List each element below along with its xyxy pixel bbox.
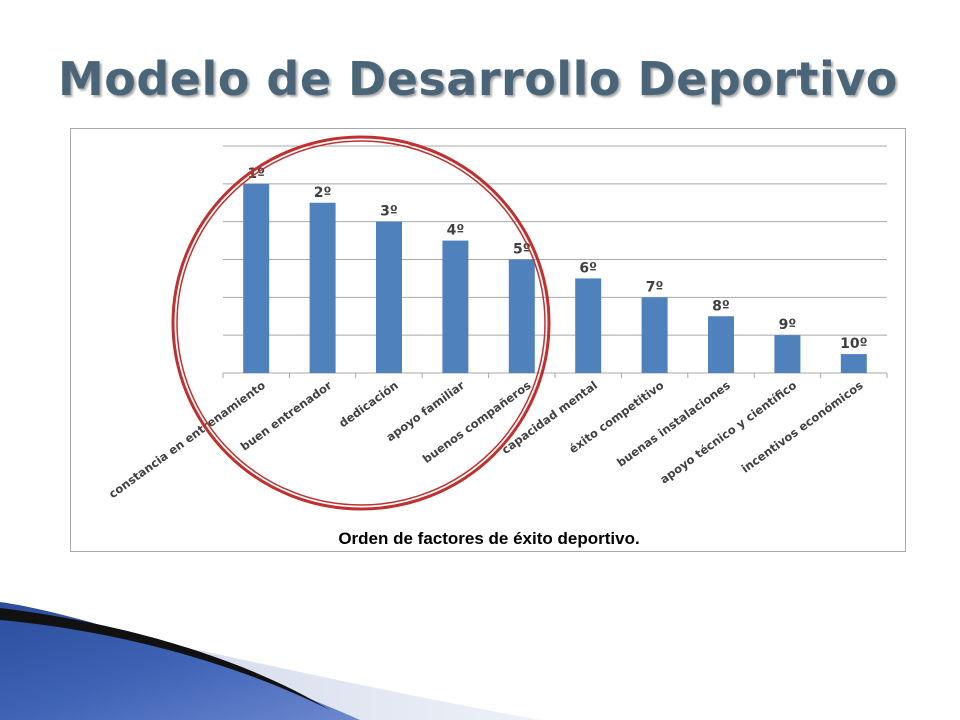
data-label: 4º: [447, 223, 465, 239]
data-label: 8º: [712, 298, 730, 314]
bar: [508, 259, 535, 373]
category-label: incentivos económicos: [739, 378, 866, 476]
category-label: dedicación: [336, 378, 401, 430]
deco-dark-stroke: [0, 608, 330, 710]
bottom-decoration: [0, 602, 540, 720]
data-label: 7º: [646, 279, 664, 295]
data-label: 9º: [779, 317, 797, 333]
data-label: 2º: [314, 185, 332, 201]
category-label: buenos compañeros: [420, 378, 534, 466]
bar: [774, 335, 801, 373]
highlight-circle: [171, 135, 551, 511]
data-label: 3º: [380, 204, 398, 220]
highlight-ring: [171, 135, 551, 511]
bar: [840, 354, 867, 373]
bar: [442, 240, 469, 373]
category-label: buenas instalaciones: [614, 378, 733, 470]
bar: [376, 221, 402, 373]
category-label: apoyo técnico y científico: [657, 378, 799, 486]
data-label: 10º: [840, 336, 867, 352]
bar: [575, 278, 602, 373]
data-label: 6º: [579, 260, 597, 276]
slide-title: Modelo de Desarrollo Deportivo: [58, 52, 898, 106]
chart-frame: 1º 2º 3º 4º 5º 6º 7º 8º 9º 10º constancia en entr…: [70, 128, 906, 552]
bars: [243, 183, 867, 373]
bar: [641, 297, 668, 373]
bar: [243, 183, 270, 373]
data-label: 5º: [513, 242, 531, 258]
highlight-ring: [176, 140, 546, 506]
bar: [309, 202, 336, 373]
chart-caption: Orden de factores de éxito deportivo.: [338, 529, 640, 548]
bar: [708, 316, 734, 373]
